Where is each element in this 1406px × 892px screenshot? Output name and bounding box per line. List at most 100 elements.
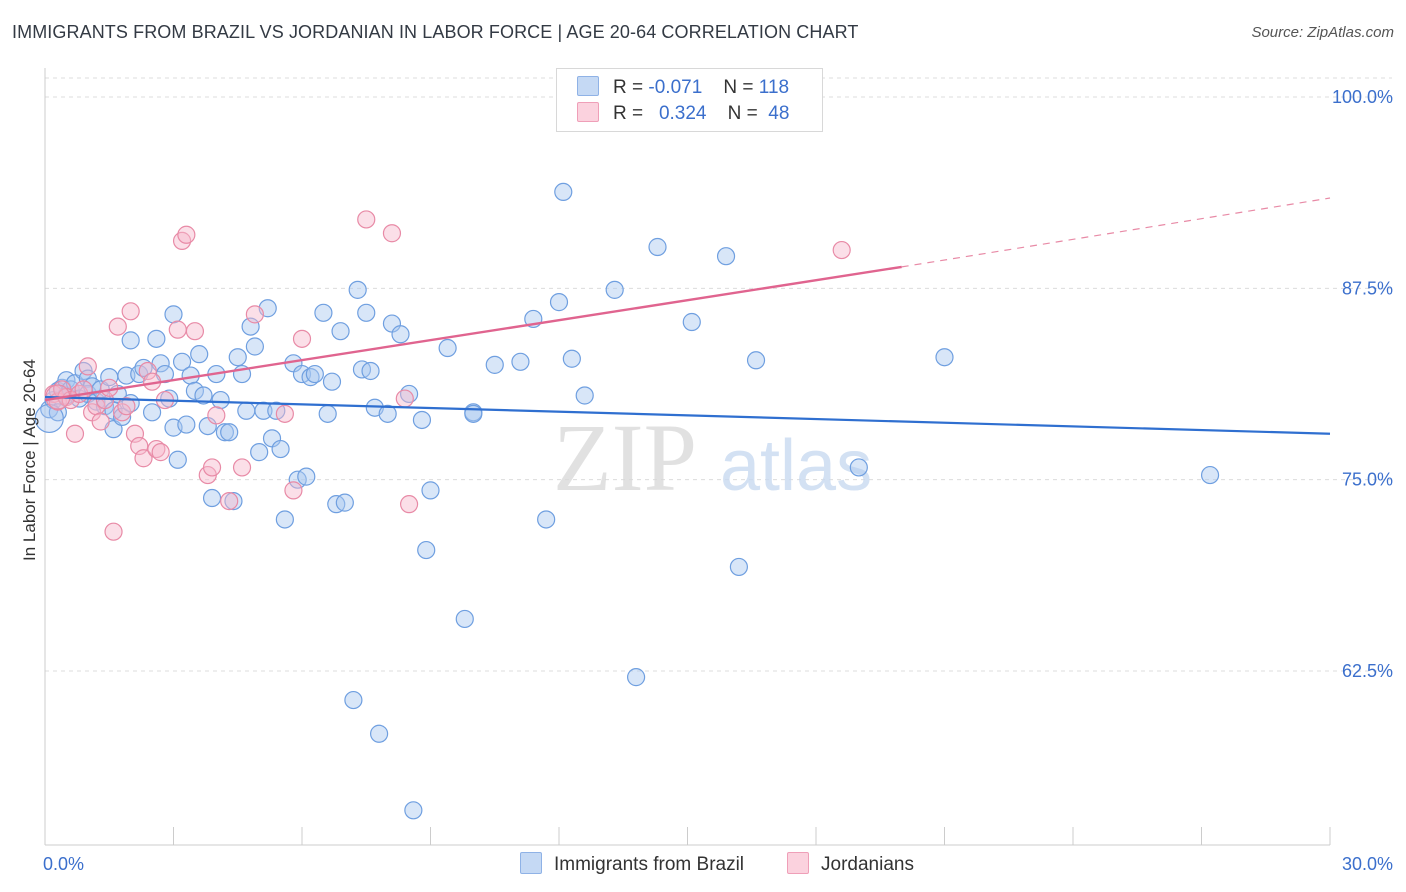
brazil-point-42: [202, 488, 222, 508]
brazil-point-45: [215, 423, 234, 442]
jordanian-point-17: [117, 397, 136, 416]
brazil-point-84: [412, 410, 432, 430]
brazil-point-44: [211, 390, 230, 410]
legend-row-brazil: R = -0.071 N = 118: [577, 76, 789, 100]
watermark-zip: ZIP: [553, 404, 697, 511]
brazil-point-48: [228, 348, 247, 367]
jordanian-point-33: [207, 406, 226, 425]
y-tick-label-1: 75.0%: [1342, 470, 1393, 490]
jordanian-point-32: [202, 458, 222, 477]
jordanian-point-44: [832, 240, 851, 260]
y-axis-label: In Labor Force | Age 20-64: [20, 359, 39, 561]
brazil-point-28: [147, 329, 166, 348]
bottom-legend-swatch-jordanians: [787, 852, 809, 874]
trend-line-jordanians: [44, 265, 902, 402]
brazil-point-99: [605, 280, 624, 299]
legend-n-label: N =: [727, 103, 758, 124]
trend-line-brazil: [44, 395, 1331, 435]
jordanian-point-39: [292, 329, 312, 348]
brazil-point-85: [417, 540, 436, 560]
brazil-point-98: [575, 386, 594, 405]
brazil-point-107: [935, 348, 954, 367]
legend-r-value: 0.324: [658, 103, 707, 124]
brazil-point-88: [455, 609, 474, 629]
jordanian-point-22: [138, 361, 157, 381]
brazil-point-78: [370, 724, 389, 743]
y-tick-label-3: 100.0%: [1332, 87, 1393, 107]
jordanian-point-21: [134, 449, 153, 468]
brazil-point-102: [682, 312, 701, 332]
brazil-point-35: [172, 352, 192, 371]
brazil-point-21: [112, 407, 132, 427]
brazil-point-59: [275, 510, 294, 529]
brazil-point-39: [190, 345, 209, 364]
brazil-point-67: [318, 404, 337, 423]
watermark: ZIP atlas: [553, 404, 872, 511]
legend-row-jordanians: R = 0.324 N = 48: [577, 102, 789, 126]
legend-n-value: 118: [758, 77, 790, 98]
brazil-point-83: [404, 801, 423, 820]
brazil-point-90: [464, 404, 483, 423]
brazil-point-68: [322, 372, 342, 391]
jordanian-point-35: [232, 458, 252, 477]
jordanian-point-25: [151, 443, 170, 462]
series-jordanians: [44, 210, 851, 541]
bottom-legend-swatch-brazil: [520, 852, 542, 874]
brazil-point-87: [438, 338, 457, 358]
bottom-legend-label-jordanians: Jordanians: [821, 854, 914, 875]
brazil-point-65: [305, 364, 324, 384]
legend-r-value: -0.071: [648, 77, 703, 98]
brazil-point-40: [194, 386, 213, 405]
brazil-point-53: [250, 443, 269, 462]
x-tick-label-max: 30.0%: [1342, 854, 1393, 874]
jordanian-point-15: [108, 317, 127, 336]
jordanian-point-18: [121, 302, 140, 321]
jordanian-point-42: [395, 389, 414, 408]
brazil-point-75: [357, 303, 376, 322]
correlation-legend: R = -0.071 N = 118 R = 0.324 N = 48: [556, 68, 823, 132]
bottom-legend-brazil: Immigrants from Brazil: [520, 852, 744, 876]
legend-n-label: N =: [723, 77, 754, 98]
legend-r-label: R =: [613, 77, 644, 98]
brazil-point-24: [121, 331, 140, 350]
brazil-point-73: [348, 280, 367, 299]
jordanian-point-41: [382, 224, 402, 243]
brazil-point-108: [1200, 465, 1220, 485]
brazil-point-36: [177, 415, 196, 434]
brazil-point-101: [648, 237, 667, 257]
series-immigrants-from-brazil: [34, 182, 1220, 820]
bottom-legend-label-brazil: Immigrants from Brazil: [554, 854, 745, 875]
brazil-point-92: [511, 352, 530, 371]
brazil-point-104: [729, 557, 749, 577]
jordanian-point-36: [245, 305, 264, 324]
axes: [44, 68, 1331, 846]
x-tick-label-min: 0.0%: [43, 854, 84, 874]
trend-line-jordanians-extension: [901, 197, 1331, 268]
brazil-point-97: [562, 349, 581, 368]
jordanian-point-38: [284, 481, 303, 500]
trend-lines: [44, 197, 1331, 435]
brazil-point-27: [142, 403, 162, 422]
brazil-point-91: [485, 355, 504, 374]
x-tick-labels: 0.0% 30.0%: [43, 854, 1393, 874]
brazil-point-34: [168, 450, 187, 469]
brazil-point-81: [391, 325, 410, 344]
jordanian-point-40: [357, 210, 376, 229]
watermark-atlas: atlas: [720, 426, 872, 506]
y-tick-label-2: 87.5%: [1342, 278, 1393, 298]
jordanian-point-14: [104, 522, 123, 541]
brazil-point-95: [549, 293, 569, 312]
brazil-point-58: [271, 439, 290, 459]
brazil-point-100: [626, 668, 646, 687]
y-tick-label-0: 62.5%: [1342, 661, 1393, 681]
brazil-point-94: [537, 510, 556, 529]
brazil-point-66: [314, 303, 333, 322]
jordanian-point-11: [91, 412, 110, 431]
jordanian-point-5: [65, 424, 85, 443]
legend-swatch-brazil: [577, 76, 599, 96]
brazil-point-46: [220, 423, 239, 442]
jordanian-point-43: [399, 495, 419, 514]
brazil-point-50: [237, 401, 256, 420]
brazil-point-105: [746, 351, 766, 370]
